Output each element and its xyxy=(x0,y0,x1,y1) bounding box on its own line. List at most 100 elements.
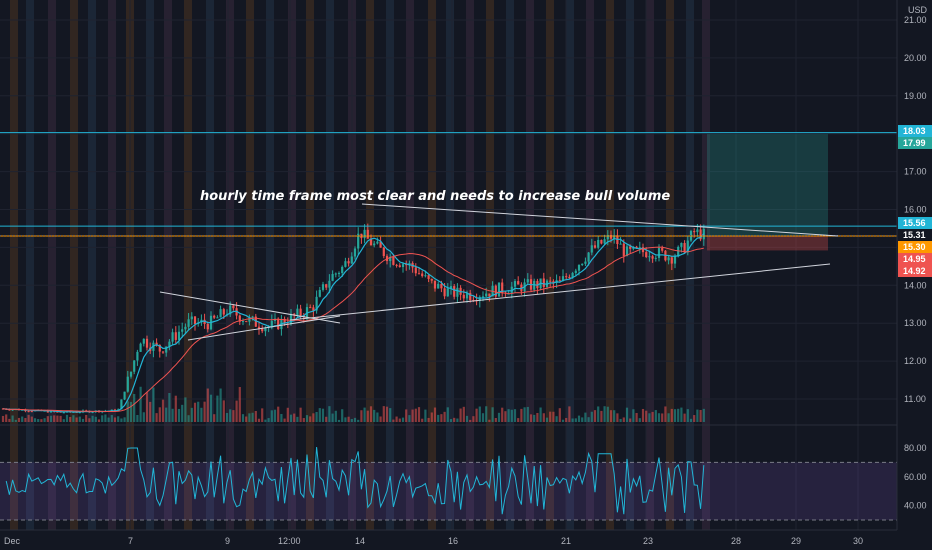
volume-bar xyxy=(379,416,382,422)
volume-bar xyxy=(443,411,446,422)
candle-body xyxy=(645,252,648,258)
volume-bar xyxy=(433,407,437,422)
price-badge-label: 14.95 xyxy=(903,254,926,264)
rsi-band xyxy=(0,462,897,520)
candle-body xyxy=(600,239,603,244)
candle-body xyxy=(542,278,545,287)
candle-body xyxy=(389,256,392,262)
volume-bar xyxy=(494,417,497,422)
volume-bar xyxy=(337,419,341,422)
volume-bar xyxy=(104,414,107,422)
grid-lines xyxy=(0,0,897,530)
candle-body xyxy=(344,261,347,267)
price-tick-label: 16.00 xyxy=(904,205,927,215)
candle-body xyxy=(206,323,209,330)
volume-bar xyxy=(5,414,8,422)
volume-bar xyxy=(193,402,197,422)
volume-bar xyxy=(382,406,385,422)
candle-body xyxy=(241,321,245,323)
candle-body xyxy=(328,280,331,288)
session-band xyxy=(566,0,574,530)
volume-bar xyxy=(453,417,456,422)
ma-fast-line xyxy=(2,233,705,413)
candle-body xyxy=(440,283,443,289)
volume-bar xyxy=(328,406,331,422)
session-band xyxy=(546,0,554,530)
candle-body xyxy=(168,341,171,347)
volume-bar xyxy=(590,411,593,422)
session-band xyxy=(466,0,474,530)
candle-body xyxy=(229,305,232,315)
session-band xyxy=(486,0,494,530)
candle-body xyxy=(91,411,94,413)
candle-body xyxy=(501,282,504,293)
volume-bar xyxy=(213,414,216,422)
volume-bar xyxy=(155,413,158,422)
volume-bar xyxy=(485,406,488,422)
session-band xyxy=(326,0,334,530)
volume-bar xyxy=(670,408,673,422)
volume-bar xyxy=(459,408,462,422)
session-band xyxy=(10,0,18,530)
volume-bar xyxy=(577,415,581,422)
candle-body xyxy=(625,246,629,256)
volume-bar xyxy=(139,386,142,422)
candle-body xyxy=(293,313,296,316)
trend-lines[interactable] xyxy=(159,203,839,341)
session-band xyxy=(606,0,614,530)
volume-bar xyxy=(513,409,517,422)
candle-body xyxy=(587,252,590,262)
candle-body xyxy=(126,376,129,392)
candle-body xyxy=(581,263,584,265)
candle-body xyxy=(635,246,638,249)
volume-bar xyxy=(168,392,171,422)
candle-body xyxy=(152,342,155,351)
session-band xyxy=(288,0,296,530)
volume-bar xyxy=(302,418,305,422)
time-tick-label: 9 xyxy=(225,536,230,546)
time-axis-ticks[interactable]: Dec 7 9 12:00 14 16 21 23 28 29 30 xyxy=(4,536,863,546)
volume-bar xyxy=(683,413,686,422)
volume-bar xyxy=(702,408,705,422)
volume-bar xyxy=(46,416,49,422)
volume-bar xyxy=(62,419,65,422)
volume-bar xyxy=(574,418,577,422)
price-badge xyxy=(898,217,932,229)
volume-bar xyxy=(331,413,334,422)
volume-bar xyxy=(197,401,200,422)
candle-body xyxy=(325,284,328,288)
price-badges: 18.03 17.99 15.56 15.31 15.30 14.95 14.92 xyxy=(898,125,932,277)
volume-bar xyxy=(357,419,360,422)
volume-bar xyxy=(280,413,283,422)
candle-body xyxy=(552,281,555,283)
candle-body xyxy=(673,256,677,264)
volume-bar xyxy=(689,418,693,422)
chart-annotation[interactable]: hourly time frame most clear and needs t… xyxy=(200,189,670,204)
candle-body xyxy=(526,279,529,283)
candle-body xyxy=(238,315,241,322)
currency-label[interactable]: USD xyxy=(908,5,928,15)
candle-body xyxy=(222,309,225,315)
volume-bar xyxy=(293,413,296,422)
horizontal-levels[interactable] xyxy=(0,132,897,237)
volume-bar xyxy=(251,412,254,422)
candle-body xyxy=(251,316,254,318)
volume-bar xyxy=(609,410,613,422)
session-band xyxy=(206,0,214,530)
candle-body xyxy=(670,257,673,264)
long-position-tool[interactable] xyxy=(707,134,828,251)
price-badge-label: 15.30 xyxy=(903,242,926,252)
volume-bar xyxy=(389,408,392,422)
rsi-pane xyxy=(0,446,897,521)
volume-bar xyxy=(565,417,568,422)
candle-body xyxy=(289,313,293,324)
rsi-tick-label: 60.00 xyxy=(904,472,927,482)
volume-bar xyxy=(225,412,229,422)
candle-body xyxy=(453,286,456,297)
volume-bar xyxy=(507,409,510,422)
candle-body xyxy=(184,326,187,330)
volume-bar xyxy=(245,416,248,422)
candle-body xyxy=(341,266,344,274)
candle-body xyxy=(574,270,577,274)
